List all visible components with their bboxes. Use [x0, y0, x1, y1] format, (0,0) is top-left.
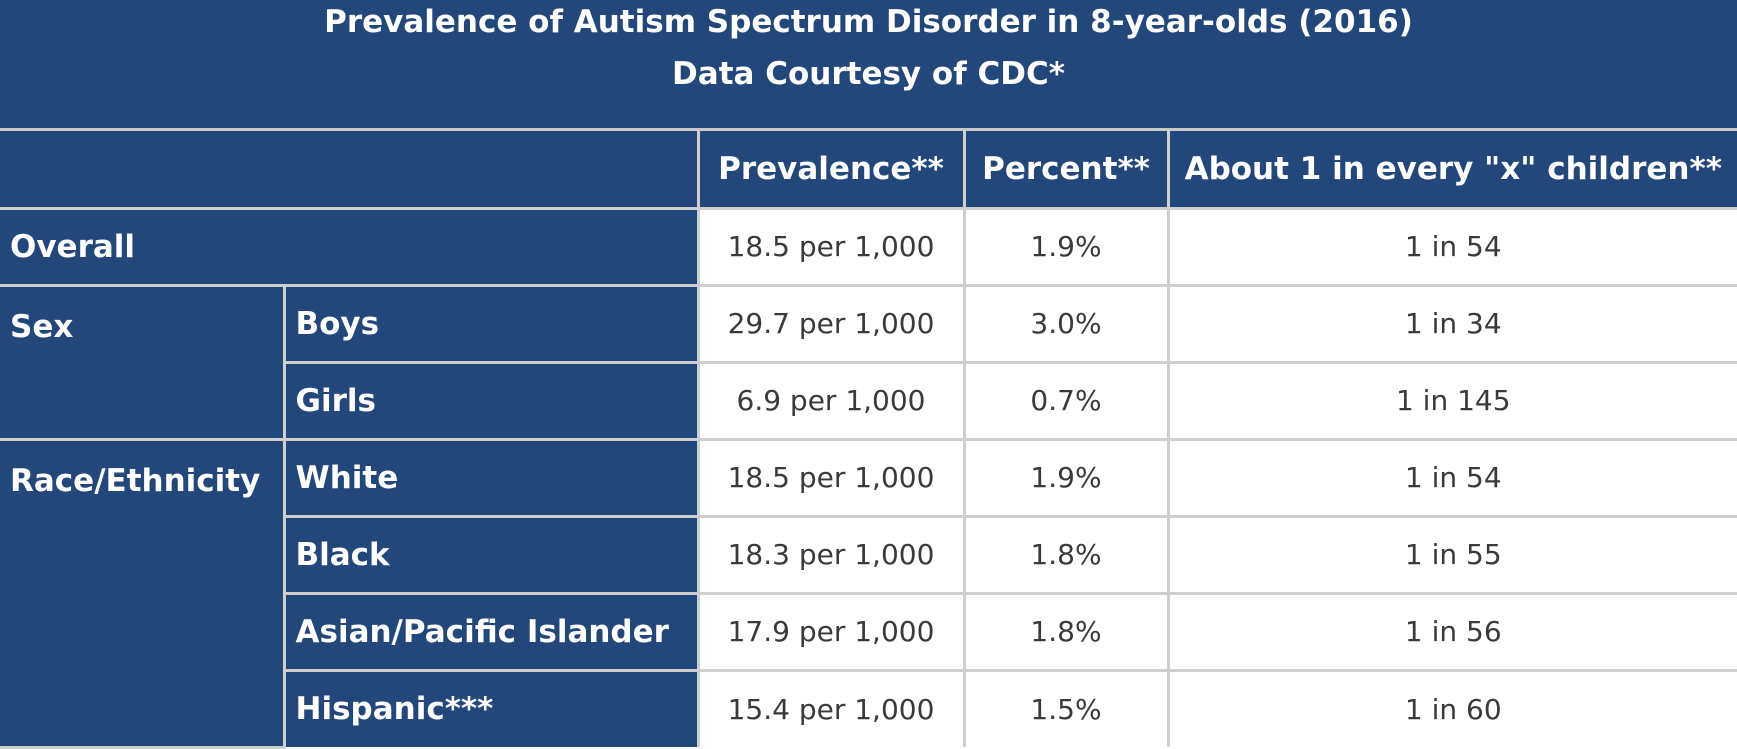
- table-row: Hispanic*** 15.4 per 1,000 1.5% 1 in 60: [0, 668, 1737, 747]
- row-label-overall: Overall: [0, 206, 700, 287]
- cell-prevalence: 15.4 per 1,000: [696, 668, 966, 747]
- table-subtitle: Data Courtesy of CDC*: [672, 56, 1065, 92]
- prevalence-table: Prevalence** Percent** About 1 in every …: [0, 131, 1737, 749]
- cell-ratio: 1 in 34: [1166, 283, 1737, 364]
- cell-percent: 3.0%: [962, 283, 1170, 364]
- header-ratio: About 1 in every "x" children**: [1166, 131, 1737, 210]
- cell-percent: 1.8%: [962, 514, 1170, 595]
- header-row: Prevalence** Percent** About 1 in every …: [0, 131, 1737, 210]
- header-prevalence: Prevalence**: [696, 131, 966, 210]
- cell-prevalence: 18.5 per 1,000: [696, 206, 966, 287]
- cell-ratio: 1 in 54: [1166, 206, 1737, 287]
- cell-percent: 1.9%: [962, 437, 1170, 518]
- header-blank: [0, 131, 700, 210]
- cell-prevalence: 17.9 per 1,000: [696, 591, 966, 672]
- row-label-asian-pacific-islander: Asian/Pacific Islander: [284, 591, 700, 672]
- cell-prevalence: 6.9 per 1,000: [696, 360, 966, 441]
- title-banner: Prevalence of Autism Spectrum Disorder i…: [0, 0, 1737, 128]
- cell-ratio: 1 in 145: [1166, 360, 1737, 441]
- cell-ratio: 1 in 60: [1166, 668, 1737, 747]
- cell-percent: 1.5%: [962, 668, 1170, 747]
- table-row: Black 18.3 per 1,000 1.8% 1 in 55: [0, 514, 1737, 595]
- row-label-hispanic: Hispanic***: [284, 668, 700, 747]
- cell-percent: 1.8%: [962, 591, 1170, 672]
- table-row: Race/Ethnicity White 18.5 per 1,000 1.9%…: [0, 437, 1737, 749]
- group-label-sex: Sex: [0, 283, 286, 441]
- row-label-boys: Boys: [282, 283, 700, 364]
- table-title: Prevalence of Autism Spectrum Disorder i…: [324, 4, 1413, 40]
- table-row: Girls 6.9 per 1,000 0.7% 1 in 145: [0, 360, 1737, 441]
- cell-prevalence: 18.5 per 1,000: [696, 437, 966, 518]
- title-divider: [0, 128, 1737, 131]
- cell-ratio: 1 in 56: [1166, 591, 1737, 672]
- cell-prevalence: 18.3 per 1,000: [696, 514, 966, 595]
- row-label-girls: Girls: [284, 360, 700, 441]
- cell-ratio: 1 in 55: [1166, 514, 1737, 595]
- cell-percent: 1.9%: [962, 206, 1170, 287]
- group-label-race: Race/Ethnicity: [0, 437, 286, 749]
- header-percent: Percent**: [962, 131, 1170, 210]
- table-row: Overall 18.5 per 1,000 1.9% 1 in 54: [0, 206, 1737, 287]
- table-row: Asian/Pacific Islander 17.9 per 1,000 1.…: [0, 591, 1737, 672]
- cell-ratio: 1 in 54: [1166, 437, 1737, 518]
- row-label-black: Black: [284, 514, 700, 595]
- cell-prevalence: 29.7 per 1,000: [696, 283, 966, 364]
- table-row: Sex Boys 29.7 per 1,000 3.0% 1 in 34: [0, 283, 1737, 441]
- cell-percent: 0.7%: [962, 360, 1170, 441]
- row-label-white: White: [282, 437, 700, 518]
